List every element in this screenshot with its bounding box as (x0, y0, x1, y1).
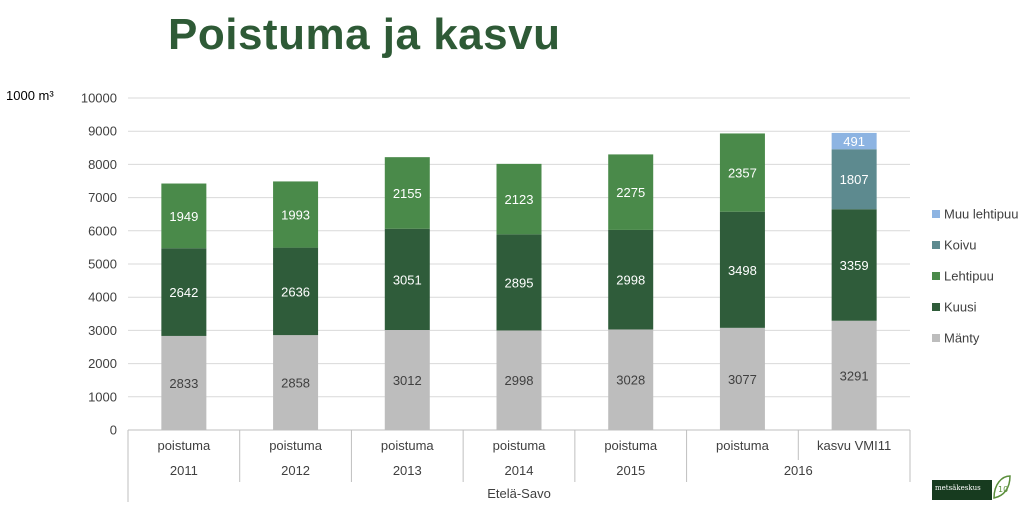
year-label: 2014 (505, 463, 534, 478)
year-label: 2016 (784, 463, 813, 478)
bar-segment-m-nty (831, 320, 877, 430)
data-label: 2833 (169, 376, 198, 391)
legend-swatch-kuusi (932, 303, 940, 311)
y-axis-unit-label: 1000 m³ (6, 88, 54, 103)
category-label: poistuma (381, 438, 435, 453)
data-label: 3359 (840, 258, 869, 273)
page-title: Poistuma ja kasvu (168, 10, 561, 59)
data-label: 2636 (281, 284, 310, 299)
legend-label: Kuusi (944, 300, 977, 315)
bar-segment-lehtipuu (608, 154, 654, 230)
data-label: 3012 (393, 373, 422, 388)
data-label: 2275 (616, 185, 645, 200)
y-tick-label: 3000 (88, 323, 117, 338)
y-tick-label: 7000 (88, 190, 117, 205)
bar-segment-kuusi (608, 229, 654, 330)
bar-segment-m-nty (719, 327, 765, 430)
data-label: 1949 (169, 209, 198, 224)
data-label: 2155 (393, 186, 422, 201)
data-label: 3028 (616, 373, 645, 388)
bar-segment-kuusi (384, 228, 430, 331)
y-tick-label: 9000 (88, 124, 117, 139)
y-tick-label: 0 (110, 423, 117, 438)
data-label: 2123 (505, 192, 534, 207)
y-tick-label: 8000 (88, 157, 117, 172)
category-label: poistuma (493, 438, 547, 453)
legend-label: Mänty (944, 331, 980, 346)
legend-label: Muu lehtipuu (944, 207, 1018, 222)
bar-segment-kuusi (161, 248, 207, 336)
legend-swatch-m-nty (932, 334, 940, 342)
data-label: 3077 (728, 372, 757, 387)
bar-segment-lehtipuu (273, 181, 319, 248)
year-label: 2013 (393, 463, 422, 478)
bar-segment-kuusi (496, 234, 542, 331)
bar-segment-muu-lehtipuu (831, 132, 877, 150)
logo-leaf-icon: 10 (993, 475, 1011, 499)
y-tick-label: 4000 (88, 290, 117, 305)
y-tick-label: 2000 (88, 356, 117, 371)
category-label: kasvu VMI11 (817, 438, 891, 453)
y-tick-label: 10000 (81, 91, 117, 106)
data-label: 3051 (393, 272, 422, 287)
metsakeskus-logo: metsäkeskus 10 (932, 474, 1012, 502)
legend-label: Koivu (944, 238, 977, 253)
year-label: 2011 (170, 463, 198, 478)
category-label: poistuma (604, 438, 658, 453)
region-label: Etelä-Savo (487, 486, 551, 501)
bar-segment-m-nty (608, 329, 654, 430)
category-label: poistuma (157, 438, 211, 453)
data-label: 2858 (281, 376, 310, 391)
y-tick-label: 6000 (88, 223, 117, 238)
data-label: 2895 (505, 275, 534, 290)
data-label: 2357 (728, 166, 757, 181)
category-label: poistuma (716, 438, 770, 453)
data-label: 491 (843, 134, 865, 149)
bar-segment-kuusi (831, 209, 877, 321)
bar-segment-lehtipuu (496, 163, 542, 235)
bar-segment-m-nty (496, 330, 542, 430)
bar-segment-kuusi (719, 211, 765, 328)
data-label: 2642 (169, 285, 198, 300)
data-label: 3291 (840, 368, 869, 383)
bar-segment-lehtipuu (384, 157, 430, 229)
data-label: 1807 (840, 172, 869, 187)
legend-swatch-muu-lehtipuu (932, 210, 940, 218)
bar-segment-lehtipuu (719, 133, 765, 212)
legend-label: Lehtipuu (944, 269, 994, 284)
logo-mark-text: 10 (998, 485, 1008, 494)
bar-segment-kuusi (273, 247, 319, 336)
year-label: 2015 (616, 463, 645, 478)
data-label: 2998 (505, 373, 534, 388)
year-label: 2012 (281, 463, 310, 478)
data-label: 1993 (281, 208, 310, 223)
category-label: poistuma (269, 438, 323, 453)
bar-segment-m-nty (161, 335, 207, 430)
bar-segment-koivu (831, 149, 877, 210)
legend-swatch-lehtipuu (932, 272, 940, 280)
data-label: 3498 (728, 263, 757, 278)
data-label: 2998 (616, 273, 645, 288)
y-tick-label: 1000 (88, 389, 117, 404)
bar-segment-lehtipuu (161, 183, 207, 249)
legend-swatch-koivu (932, 241, 940, 249)
bar-segment-m-nty (273, 335, 319, 430)
bar-segment-m-nty (384, 330, 430, 430)
logo-text: metsäkeskus (935, 484, 981, 492)
y-tick-label: 5000 (88, 257, 117, 272)
